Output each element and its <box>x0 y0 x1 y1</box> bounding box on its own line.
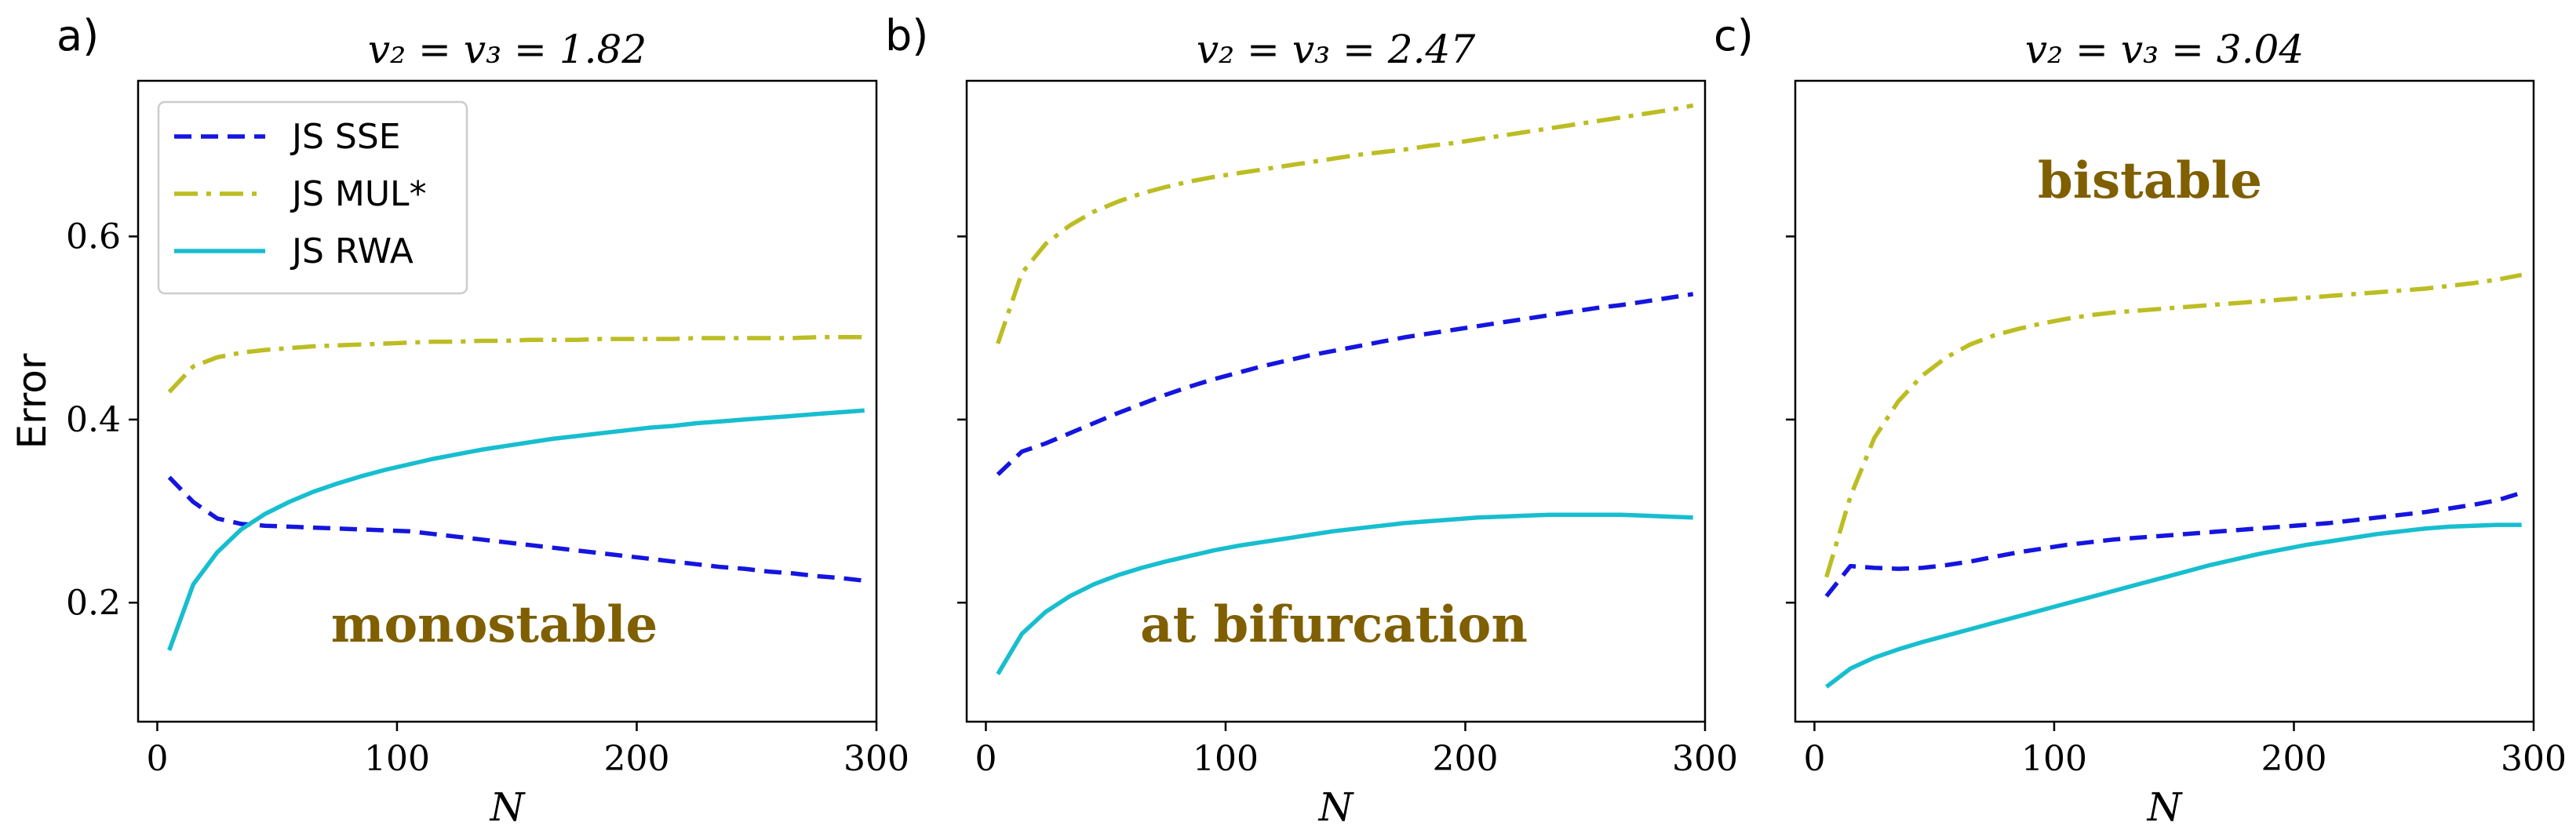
x-axis-label: N <box>1318 784 1355 830</box>
series-line-js-mul <box>1824 272 2523 578</box>
x-tick-label: 200 <box>603 739 669 779</box>
series-line-js-rwa <box>996 512 1693 675</box>
y-tick-label: 0.6 <box>66 217 121 257</box>
panel-title: v₂ = v₃ = 1.82 <box>368 27 647 72</box>
regime-annotation: at bifurcation <box>1140 595 1528 654</box>
axes-frame <box>1794 79 2535 723</box>
regime-annotation: bistable <box>2038 151 2262 210</box>
series-line-js-sse <box>996 292 1694 476</box>
series-line-js-mul <box>996 103 1694 344</box>
x-axis-label: N <box>2147 784 2184 830</box>
x-tick-label: 0 <box>1803 739 1825 779</box>
series-line-js-mul <box>167 335 865 394</box>
panel-label: c) <box>1714 11 1754 60</box>
series-line-js-sse <box>167 475 865 584</box>
series-line-js-rwa <box>167 408 865 651</box>
axes-frame <box>965 79 1707 723</box>
x-tick-label: 200 <box>2261 739 2326 779</box>
x-tick-label: 300 <box>2501 739 2567 779</box>
panel-a: 0 100 200 300 0.2 0.4 0.6 v₂ = v₃ = 1.82 a) N Erro… <box>9 11 909 830</box>
x-axis-label: N <box>490 784 526 830</box>
x-tick-label: 0 <box>146 739 168 779</box>
panel-label: b) <box>885 11 928 60</box>
panel-label: a) <box>56 11 99 60</box>
x-tick-label: 300 <box>1672 739 1738 779</box>
series-line-js-sse <box>1824 490 2523 598</box>
panel-title: v₂ = v₃ = 3.04 <box>2025 27 2304 72</box>
legend-label: JS SSE <box>290 117 401 157</box>
regime-annotation: monostable <box>331 595 658 654</box>
y-axis-label: Error <box>9 353 55 449</box>
x-tick-label: 300 <box>843 739 909 779</box>
x-tick-label: 200 <box>1432 739 1498 779</box>
legend-label: JS MUL* <box>290 174 427 214</box>
legend-label: JS RWA <box>290 231 414 271</box>
legend-box <box>157 100 468 295</box>
panel-title: v₂ = v₃ = 2.47 <box>1197 27 1475 72</box>
legend: JS SSE JS MUL* JS RWA <box>157 100 468 295</box>
x-tick-label: 100 <box>2021 739 2087 779</box>
axes-frame <box>137 79 878 723</box>
y-tick-label: 0.4 <box>66 400 121 440</box>
x-tick-label: 0 <box>975 739 997 779</box>
panel-b: 0 100 200 300 v₂ = v₃ = 2.47 b) Nat bifurcatio… <box>885 11 1738 830</box>
x-tick-label: 100 <box>364 739 430 779</box>
y-tick-label: 0.2 <box>66 583 121 623</box>
x-tick-label: 100 <box>1193 739 1259 779</box>
series-line-js-rwa <box>1825 522 2522 689</box>
